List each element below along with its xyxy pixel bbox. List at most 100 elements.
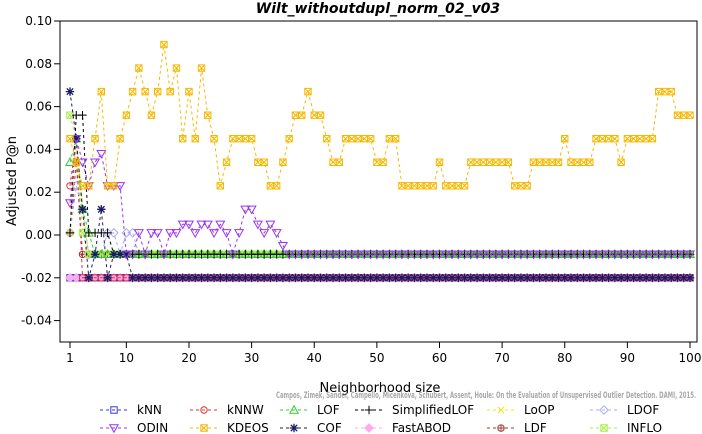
legend-label: INFLO — [627, 421, 662, 434]
point-cof — [291, 273, 300, 282]
series-ldof — [65, 180, 695, 260]
point-cof — [654, 273, 663, 282]
point-cof — [284, 273, 294, 282]
point-odin — [177, 220, 188, 230]
point-cof — [228, 273, 238, 282]
point-kdeos — [561, 135, 569, 143]
legend-entry-cof: COF — [280, 421, 342, 434]
point-odin — [240, 205, 251, 215]
point-odin — [384, 250, 395, 260]
x-tick-label: 60 — [432, 351, 447, 365]
series-kdeos — [66, 40, 694, 190]
point-odin — [96, 149, 107, 159]
series-simplifiedlof — [65, 110, 695, 259]
point-cof — [529, 273, 538, 282]
point-cof — [548, 273, 557, 282]
point-cof — [491, 273, 501, 282]
point-kdeos — [667, 87, 675, 96]
series-line-ldf — [69, 162, 690, 255]
point-odin — [334, 250, 345, 260]
series-line-simplifiedlof — [69, 114, 690, 255]
point-odin — [578, 250, 589, 260]
legend-label: LoOP — [524, 403, 555, 417]
point-odin — [547, 250, 558, 260]
point-kdeos — [316, 111, 325, 119]
legend-label: LDF — [524, 421, 547, 434]
point-odin — [152, 229, 163, 239]
x-tick-label: 20 — [181, 351, 196, 365]
point-odin — [509, 250, 520, 260]
point-kdeos — [391, 135, 400, 143]
point-cof — [278, 273, 288, 282]
point-odin — [446, 250, 458, 260]
point-kdeos — [279, 158, 287, 166]
point-odin — [115, 182, 126, 191]
legend-entry-ldof: LDOF — [590, 403, 659, 417]
point-kdeos — [504, 158, 513, 166]
legend: kNN kNNW LOF SimplifiedLOF LoOP LDOF ODIN KDEOS… — [100, 403, 662, 434]
point-odin — [678, 250, 689, 260]
x-axis-label: Neighborhood size — [320, 381, 441, 396]
point-cof — [259, 273, 269, 282]
series-line-cof — [69, 91, 690, 279]
series-loop — [66, 135, 694, 258]
point-odin — [684, 250, 696, 260]
point-odin — [290, 250, 301, 260]
point-odin — [171, 229, 182, 239]
point-cof — [172, 273, 181, 282]
point-odin — [440, 250, 451, 260]
point-odin — [603, 250, 614, 260]
point-odin — [202, 220, 213, 230]
point-kdeos — [229, 135, 237, 143]
point-ldof — [108, 227, 119, 238]
point-odin — [522, 250, 533, 260]
point-cof — [397, 273, 407, 282]
point-kdeos — [335, 158, 343, 166]
point-cof — [78, 205, 87, 214]
point-cof — [641, 273, 651, 282]
point-cof — [416, 273, 425, 282]
x-tick-label: 50 — [369, 351, 384, 365]
point-kdeos — [185, 87, 193, 96]
point-cof — [272, 273, 281, 282]
point-odin — [390, 250, 401, 260]
point-odin — [215, 220, 226, 230]
point-kdeos — [141, 87, 149, 96]
y-tick-label: -0.04 — [21, 314, 52, 328]
point-kdeos — [492, 158, 500, 166]
point-odin — [64, 199, 76, 209]
point-odin — [196, 220, 207, 230]
legend-marker-kdeos — [200, 424, 208, 432]
legend-label: COF — [317, 421, 342, 434]
point-odin — [309, 250, 320, 260]
x-tick-label: 70 — [494, 351, 509, 365]
point-odin — [246, 205, 257, 215]
point-odin — [89, 158, 101, 168]
point-odin — [353, 250, 364, 260]
point-kdeos — [467, 158, 475, 166]
legend-entry-simplifiedlof: SimplifiedLOF — [355, 403, 474, 417]
point-odin — [221, 229, 232, 239]
point-odin — [296, 250, 307, 260]
point-kdeos — [429, 182, 437, 190]
point-cof — [197, 273, 206, 282]
series-ldf — [66, 158, 694, 258]
legend-marker-cof — [289, 423, 299, 433]
legend-entry-knnw: kNNW — [190, 403, 264, 417]
x-tick-label: 1 — [66, 351, 74, 365]
point-cof — [673, 273, 682, 282]
point-kdeos — [366, 135, 375, 143]
point-cof — [166, 273, 175, 282]
point-odin — [77, 158, 88, 168]
legend-entry-fastabod: FastABOD — [355, 421, 451, 434]
point-cof — [447, 273, 457, 282]
point-cof — [90, 250, 100, 259]
point-cof — [97, 205, 106, 214]
legend-label: kNNW — [227, 403, 264, 417]
point-cof — [128, 273, 137, 282]
point-odin — [227, 250, 238, 260]
point-odin — [415, 250, 426, 260]
point-kdeos — [272, 182, 281, 190]
point-odin — [622, 250, 633, 260]
point-odin — [453, 250, 464, 260]
